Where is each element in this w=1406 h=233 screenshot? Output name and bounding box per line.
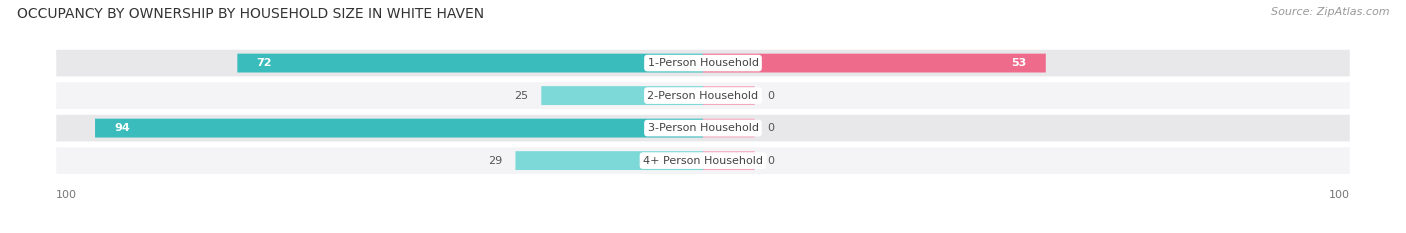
FancyBboxPatch shape — [541, 86, 703, 105]
FancyBboxPatch shape — [516, 151, 703, 170]
Text: 53: 53 — [1011, 58, 1026, 68]
Text: 94: 94 — [114, 123, 131, 133]
FancyBboxPatch shape — [703, 119, 755, 137]
FancyBboxPatch shape — [703, 151, 755, 170]
Text: 72: 72 — [257, 58, 273, 68]
FancyBboxPatch shape — [96, 119, 703, 137]
Text: Source: ZipAtlas.com: Source: ZipAtlas.com — [1271, 7, 1389, 17]
Text: 100: 100 — [1329, 190, 1350, 200]
Text: 0: 0 — [768, 91, 775, 101]
Text: 29: 29 — [488, 156, 502, 166]
Text: 0: 0 — [768, 123, 775, 133]
FancyBboxPatch shape — [703, 54, 1046, 72]
Text: 0: 0 — [768, 156, 775, 166]
Text: OCCUPANCY BY OWNERSHIP BY HOUSEHOLD SIZE IN WHITE HAVEN: OCCUPANCY BY OWNERSHIP BY HOUSEHOLD SIZE… — [17, 7, 484, 21]
FancyBboxPatch shape — [56, 147, 1350, 174]
FancyBboxPatch shape — [56, 50, 1350, 76]
FancyBboxPatch shape — [56, 115, 1350, 141]
Text: 1-Person Household: 1-Person Household — [648, 58, 758, 68]
FancyBboxPatch shape — [56, 82, 1350, 109]
FancyBboxPatch shape — [238, 54, 703, 72]
Text: 2-Person Household: 2-Person Household — [647, 91, 759, 101]
FancyBboxPatch shape — [703, 86, 755, 105]
Text: 3-Person Household: 3-Person Household — [648, 123, 758, 133]
Text: 4+ Person Household: 4+ Person Household — [643, 156, 763, 166]
Text: 25: 25 — [515, 91, 529, 101]
Text: 100: 100 — [56, 190, 77, 200]
